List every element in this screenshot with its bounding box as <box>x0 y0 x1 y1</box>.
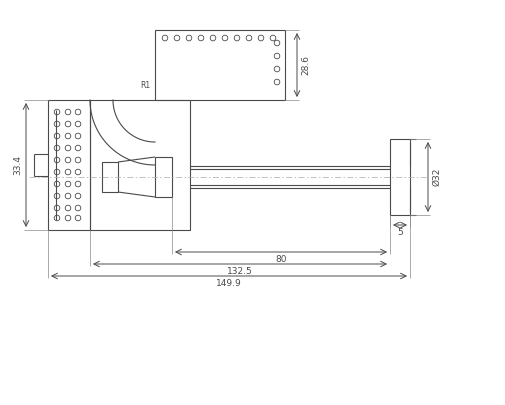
Bar <box>390 139 410 215</box>
Text: 149.9: 149.9 <box>216 279 242 288</box>
Text: 5: 5 <box>397 228 403 237</box>
Text: 132.5: 132.5 <box>227 267 253 276</box>
Text: 28.6: 28.6 <box>301 55 310 75</box>
Bar <box>155 157 172 197</box>
Text: R1: R1 <box>140 81 150 90</box>
Text: 80: 80 <box>275 255 287 264</box>
Bar <box>155 30 285 100</box>
Text: Ø32: Ø32 <box>432 168 441 186</box>
Bar <box>90 100 190 230</box>
Text: 33.4: 33.4 <box>13 155 22 175</box>
Bar <box>48 100 90 230</box>
Bar <box>102 162 118 192</box>
